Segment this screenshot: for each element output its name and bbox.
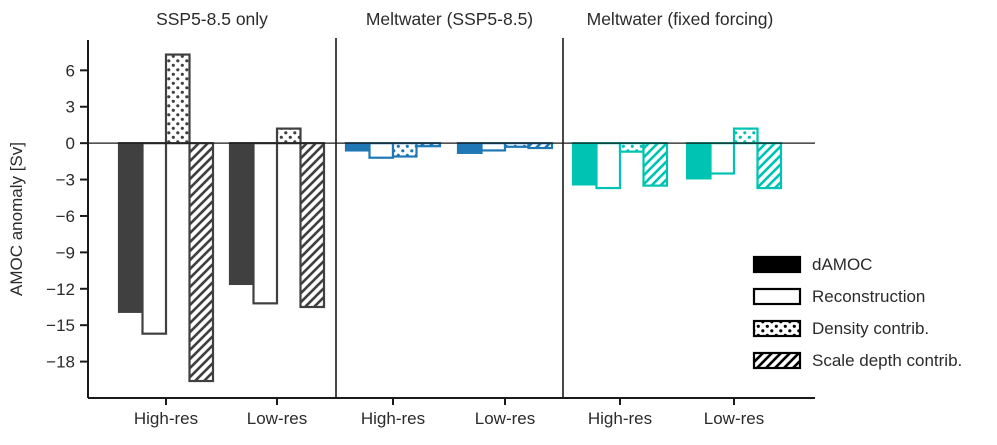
bar-scale-depth-contrib-low-res bbox=[527, 142, 554, 150]
panel-title: Meltwater (SSP5-8.5) bbox=[366, 9, 533, 29]
y-tick-label: −12 bbox=[46, 280, 75, 299]
bar-reconstruction-high-res bbox=[595, 142, 622, 190]
legend-label: dAMOC bbox=[812, 255, 872, 274]
legend-swatch-solid bbox=[752, 255, 802, 274]
bar-damoc-high-res bbox=[571, 142, 598, 186]
y-tick-label: 0 bbox=[66, 134, 75, 153]
bar-damoc-high-res bbox=[117, 142, 144, 313]
bar-scale-depth-contrib-high-res bbox=[642, 142, 669, 187]
legend-swatch-hatch bbox=[752, 351, 802, 370]
bar-damoc-low-res bbox=[685, 142, 712, 180]
bar-scale-depth-contrib-high-res bbox=[188, 142, 215, 383]
bar-reconstruction-low-res bbox=[480, 142, 507, 152]
y-tick-label: −18 bbox=[46, 353, 75, 372]
bar-reconstruction-high-res bbox=[141, 142, 168, 335]
x-tick-label: Low-res bbox=[247, 409, 307, 428]
x-tick-label: High-res bbox=[134, 409, 198, 428]
bar-density-contrib-low-res bbox=[732, 127, 759, 145]
bar-damoc-high-res bbox=[344, 142, 371, 152]
bar-density-contrib-low-res bbox=[275, 127, 302, 145]
bar-density-contrib-high-res bbox=[618, 142, 645, 153]
panel-title: SSP5-8.5 only bbox=[156, 9, 268, 29]
bar-damoc-low-res bbox=[456, 142, 483, 154]
x-tick-label: Low-res bbox=[704, 409, 764, 428]
bar-density-contrib-high-res bbox=[164, 53, 191, 145]
y-axis-label: AMOC anomaly [Sv] bbox=[7, 142, 26, 296]
panel-title: Meltwater (fixed forcing) bbox=[587, 9, 774, 29]
y-tick-label: 6 bbox=[66, 61, 75, 80]
y-tick-label: −3 bbox=[56, 171, 75, 190]
y-tick-label: −6 bbox=[56, 207, 75, 226]
legend-swatch-dots bbox=[752, 319, 802, 338]
legend-label: Reconstruction bbox=[812, 287, 925, 306]
legend-label: Density contrib. bbox=[812, 319, 929, 338]
bar-reconstruction-high-res bbox=[368, 142, 395, 159]
bar-reconstruction-low-res bbox=[252, 142, 279, 305]
bar-damoc-low-res bbox=[228, 142, 255, 286]
bar-reconstruction-low-res bbox=[709, 142, 736, 175]
bar-density-contrib-high-res bbox=[391, 142, 418, 158]
legend-swatch-open bbox=[752, 287, 802, 306]
bar-scale-depth-contrib-low-res bbox=[299, 142, 326, 309]
x-tick-label: High-res bbox=[361, 409, 425, 428]
x-tick-label: High-res bbox=[588, 409, 652, 428]
y-tick-label: −9 bbox=[56, 243, 75, 262]
y-tick-label: 3 bbox=[66, 98, 75, 117]
y-tick-label: −15 bbox=[46, 316, 75, 335]
bar-scale-depth-contrib-low-res bbox=[756, 142, 783, 190]
x-tick-label: Low-res bbox=[475, 409, 535, 428]
legend-label: Scale depth contrib. bbox=[812, 351, 962, 370]
